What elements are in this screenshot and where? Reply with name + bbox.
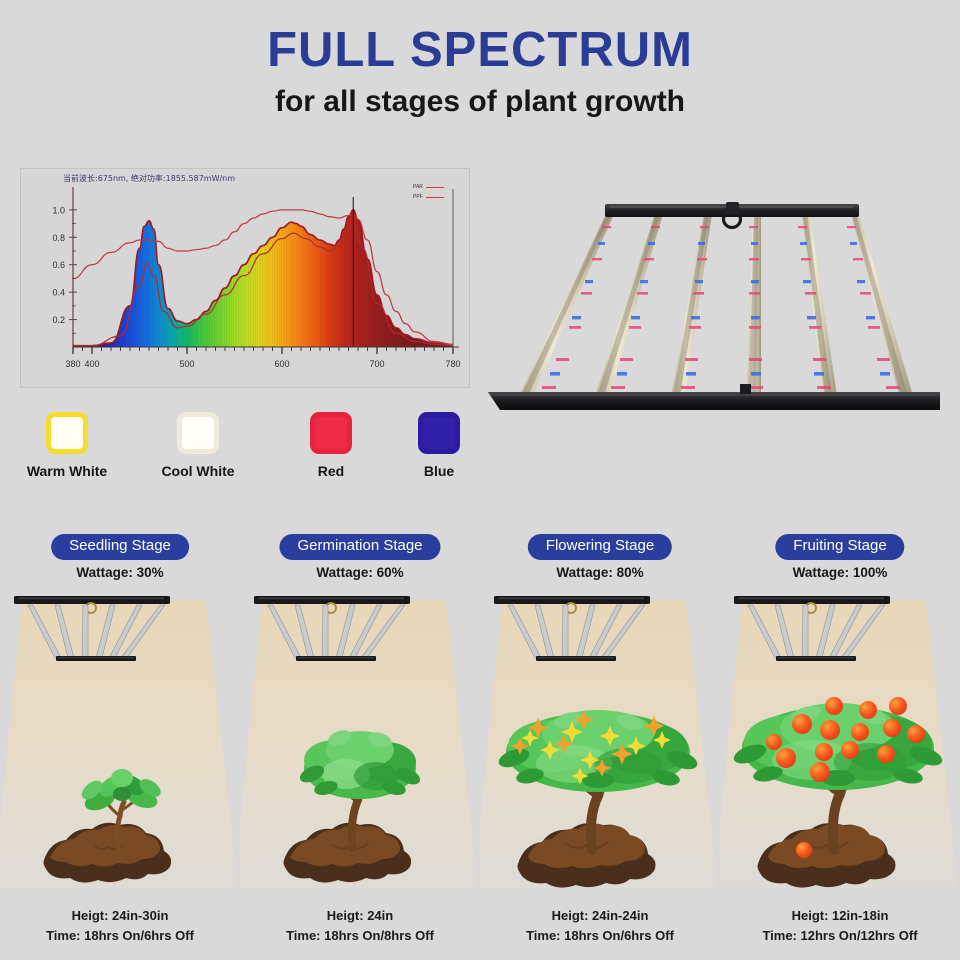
red-chip-icon bbox=[310, 412, 352, 454]
growth-stage-row: Seedling Stage Wattage: 30% bbox=[0, 528, 960, 960]
stage-badge-fruiting: Fruiting Stage bbox=[775, 534, 905, 560]
stage-wattage-seedling: Wattage: 30% bbox=[76, 565, 164, 580]
stage-height-seedling: Heigt: 24in-30in bbox=[71, 908, 169, 923]
svg-text:0.2: 0.2 bbox=[52, 315, 65, 325]
flowering-illustration bbox=[474, 596, 718, 888]
legend-label-par: PAR bbox=[413, 183, 423, 190]
chart-readout-label: 当前波长:675nm, 绝对功率:1855.587mW/nm bbox=[63, 174, 236, 183]
cool-white-chip-icon bbox=[177, 412, 219, 454]
stage-height-flowering: Heigt: 24in-24in bbox=[551, 908, 649, 923]
page-subtitle: for all stages of plant growth bbox=[274, 85, 686, 118]
small-fixture-icon bbox=[494, 596, 650, 661]
stage-caption-germination: Heigt: 24in Time: 18hrs On/8hrs Off bbox=[240, 906, 480, 945]
stage-card-seedling: Seedling Stage Wattage: 30% bbox=[0, 528, 240, 960]
stage-wattage-germination: Wattage: 60% bbox=[316, 565, 404, 580]
soil-mound bbox=[283, 822, 412, 883]
stage-height-fruiting: Heigt: 12in-18in bbox=[791, 908, 889, 923]
stage-caption-flowering: Heigt: 24in-24in Time: 18hrs On/6hrs Off bbox=[480, 906, 720, 945]
svg-text:780: 780 bbox=[445, 359, 460, 369]
svg-text:400: 400 bbox=[84, 359, 99, 369]
stage-scene-seedling bbox=[0, 588, 240, 900]
fixture-top-rail bbox=[605, 202, 859, 230]
stage-time-fruiting: Time: 12hrs On/12hrs Off bbox=[762, 927, 918, 943]
led-swatch-warm-white: Warm White bbox=[12, 412, 122, 479]
stage-card-germination: Germination Stage Wattage: 60% bbox=[234, 528, 480, 960]
stage-card-flowering: Flowering Stage Wattage: 80% bbox=[474, 528, 720, 960]
led-swatch-cool-white: Cool White bbox=[143, 412, 253, 479]
small-fixture-icon bbox=[734, 596, 890, 661]
led-label-red: Red bbox=[317, 463, 345, 479]
stage-height-germination: Heigt: 24in bbox=[326, 908, 394, 923]
svg-text:600: 600 bbox=[274, 359, 289, 369]
stage-badge-germination: Germination Stage bbox=[279, 534, 441, 560]
plant-leaves bbox=[81, 769, 161, 811]
stage-wattage-fruiting: Wattage: 100% bbox=[792, 565, 888, 580]
led-label-warm-white: Warm White bbox=[26, 463, 108, 479]
stage-caption-seedling: Heigt: 24in-30in Time: 18hrs On/6hrs Off bbox=[0, 906, 240, 945]
chart-legend: PAR PPF bbox=[413, 183, 457, 203]
blue-chip-icon bbox=[418, 412, 460, 454]
legend-label-ppf: PPF bbox=[413, 193, 423, 200]
spectrum-plot: 0.2 0.4 0.6 0.8 1.0 380 400 500 600 700 780 bbox=[52, 187, 461, 369]
svg-text:0.8: 0.8 bbox=[52, 233, 65, 243]
svg-text:500: 500 bbox=[179, 359, 194, 369]
page-title: FULL SPECTRUM bbox=[267, 23, 693, 77]
led-bar-group bbox=[519, 214, 913, 396]
spectrum-chart-panel: 当前波长:675nm, 绝对功率:1855.587mW/nm PAR PPF 0… bbox=[20, 168, 470, 388]
stage-scene-fruiting bbox=[714, 588, 960, 900]
stage-badge-flowering: Flowering Stage bbox=[527, 534, 673, 560]
stage-caption-fruiting: Heigt: 12in-18in Time: 12hrs On/12hrs Of… bbox=[720, 906, 960, 945]
stage-scene-flowering bbox=[474, 588, 720, 900]
stage-scene-germination bbox=[234, 588, 480, 900]
svg-text:380: 380 bbox=[65, 359, 80, 369]
grow-light-product-image bbox=[488, 202, 940, 410]
led-label-blue: Blue bbox=[423, 463, 455, 479]
fallen-fruit bbox=[796, 842, 812, 858]
led-swatch-red: Red bbox=[276, 412, 386, 479]
header: FULL SPECTRUM for all stages of plant gr… bbox=[0, 0, 960, 117]
svg-text:700: 700 bbox=[369, 359, 384, 369]
stage-card-fruiting: Fruiting Stage Wattage: 100% bbox=[714, 528, 960, 960]
fruit-group bbox=[766, 697, 925, 782]
fixture-bottom-rail bbox=[488, 384, 940, 410]
stage-badge-seedling: Seedling Stage bbox=[51, 534, 189, 560]
soil-mound bbox=[757, 823, 896, 888]
svg-text:0.6: 0.6 bbox=[52, 260, 65, 270]
led-color-legend: Warm White Cool White Red Blue bbox=[20, 412, 480, 492]
seedling-illustration bbox=[0, 596, 238, 888]
svg-text:1.0: 1.0 bbox=[52, 205, 65, 215]
plant-foliage bbox=[299, 730, 421, 799]
led-label-cool-white: Cool White bbox=[161, 463, 235, 479]
stage-wattage-flowering: Wattage: 80% bbox=[556, 565, 644, 580]
svg-text:0.4: 0.4 bbox=[52, 288, 65, 298]
stage-time-seedling: Time: 18hrs On/6hrs Off bbox=[46, 927, 194, 943]
legend-swatch-ppf bbox=[425, 196, 444, 198]
soil-mound bbox=[517, 823, 656, 888]
stage-time-flowering: Time: 18hrs On/6hrs Off bbox=[526, 927, 674, 943]
led-swatch-blue: Blue bbox=[384, 412, 494, 479]
small-fixture-icon bbox=[254, 596, 410, 661]
warm-white-chip-icon bbox=[46, 412, 88, 454]
legend-item-ppf: PPF bbox=[413, 193, 457, 201]
stage-time-germination: Time: 18hrs On/8hrs Off bbox=[286, 927, 434, 943]
fruiting-illustration bbox=[714, 596, 958, 888]
legend-item-par: PAR bbox=[413, 183, 457, 191]
small-fixture-icon bbox=[14, 596, 170, 661]
legend-swatch-par bbox=[425, 186, 444, 188]
germination-illustration bbox=[234, 596, 478, 888]
soil-mound bbox=[43, 822, 172, 883]
